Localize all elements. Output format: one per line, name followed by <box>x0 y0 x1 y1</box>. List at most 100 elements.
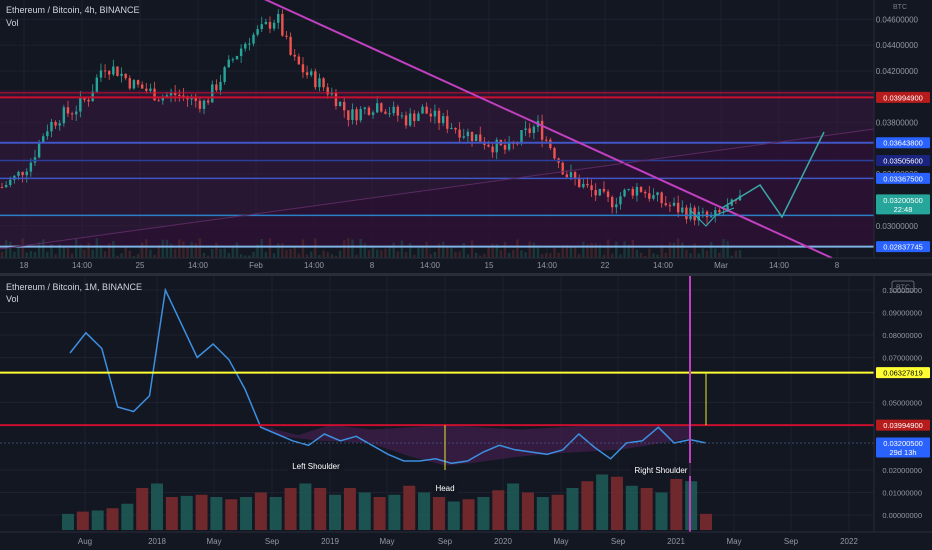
bottom-volume-bar-5 <box>136 488 149 530</box>
candle-body-148 <box>610 197 614 208</box>
candle-body-132 <box>545 139 548 141</box>
volume-bar-64 <box>264 252 268 258</box>
volume-bar-72 <box>297 253 301 258</box>
candle-body-41 <box>169 92 173 96</box>
volume-bar-9 <box>37 242 41 258</box>
volume-bar-3 <box>13 251 16 258</box>
bottom-title: Ethereum / Bitcoin, 1M, BINANCE <box>6 282 142 292</box>
top-x-tick-8: 15 <box>485 261 494 270</box>
candle-body-146 <box>602 188 606 192</box>
volume-bar-85 <box>351 239 354 258</box>
volume-bar-2 <box>9 241 12 258</box>
volume-bar-102 <box>421 247 424 258</box>
candle-body-35 <box>145 88 148 91</box>
volume-bar-23 <box>95 238 99 258</box>
head-shoulders-zone <box>258 425 690 466</box>
volume-bar-153 <box>631 239 635 258</box>
top-currency-badge: BTC <box>893 4 907 11</box>
candle-body-101 <box>417 113 420 122</box>
bottom-x-tick-7: 2020 <box>494 537 512 546</box>
volume-bar-170 <box>701 248 705 258</box>
volume-bar-97 <box>400 240 404 258</box>
candle-body-136 <box>561 162 564 175</box>
volume-bar-0 <box>0 251 4 258</box>
bottom-tag-1: 0.03994900 <box>883 421 923 430</box>
top-y-tick-5: 0.03000000 <box>876 222 919 231</box>
candle-body-96 <box>396 106 399 116</box>
bottom-line-series <box>69 287 707 465</box>
volume-bar-43 <box>178 239 181 258</box>
volume-bar-145 <box>598 244 602 258</box>
top-drawings <box>0 0 875 259</box>
candle-body-98 <box>404 115 408 126</box>
candle-body-160 <box>660 192 663 204</box>
left-shoulder-bg <box>288 459 344 472</box>
bottom-volume-bar-11 <box>225 499 238 530</box>
bottom-x-tick-5: May <box>379 537 394 546</box>
bottom-x-tick-13: 2022 <box>840 537 858 546</box>
candle-body-100 <box>413 113 416 122</box>
bottom-x-tick-6: Sep <box>438 537 453 546</box>
candle-body-61 <box>252 34 255 44</box>
volume-bar-50 <box>206 255 210 258</box>
candle-body-167 <box>689 207 692 220</box>
bottom-zones <box>258 425 690 466</box>
bottom-volume-bar-0 <box>62 513 74 530</box>
candle-body-0 <box>0 187 4 189</box>
bottom-volume-bar-37 <box>610 476 623 530</box>
panel-divider[interactable] <box>0 273 932 276</box>
bottom-x-tick-11: May <box>726 537 741 546</box>
candle-body-122 <box>503 145 507 150</box>
volume-bar-129 <box>532 242 536 258</box>
descending-trendline <box>263 0 833 259</box>
candle-body-42 <box>173 92 177 95</box>
candle-body-10 <box>42 136 45 143</box>
candle-body-156 <box>643 191 647 194</box>
volume-bar-159 <box>656 254 659 258</box>
candle-body-140 <box>578 178 581 188</box>
bottom-y-tick-7: 0.01000000 <box>882 489 922 498</box>
candle-body-89 <box>367 107 371 115</box>
volume-bar-120 <box>495 244 498 258</box>
candle-body-165 <box>681 207 684 213</box>
candle-body-162 <box>668 205 672 207</box>
volume-bar-37 <box>153 254 156 258</box>
volume-bar-44 <box>182 241 185 258</box>
volume-bar-26 <box>107 243 111 258</box>
candle-body-111 <box>458 129 461 138</box>
volume-bar-56 <box>231 246 235 258</box>
volume-bar-84 <box>347 238 350 258</box>
candle-body-21 <box>87 99 90 102</box>
candle-body-105 <box>433 110 437 117</box>
candle-body-78 <box>322 78 325 88</box>
top-tag-bg-4 <box>876 194 930 215</box>
volume-bar-10 <box>42 239 45 258</box>
bottom-currency-badge-box <box>891 280 915 293</box>
bottom-volume-bar-8 <box>180 495 193 530</box>
volume-bar-110 <box>454 251 457 258</box>
volume-bar-51 <box>211 248 214 258</box>
candle-body-106 <box>437 110 441 124</box>
top-x-tick-1: 14:00 <box>72 261 93 270</box>
volume-bar-131 <box>540 253 544 258</box>
candle-body-55 <box>227 59 230 68</box>
volume-bar-146 <box>602 254 606 258</box>
candle-body-87 <box>359 108 362 121</box>
top-x-tick-4: Feb <box>249 261 263 270</box>
candle-body-154 <box>635 187 639 196</box>
candle-body-64 <box>264 21 268 25</box>
volume-bar-150 <box>619 254 622 258</box>
top-x-tick-5: 14:00 <box>304 261 325 270</box>
top-tag-bg-3 <box>876 172 930 184</box>
volume-bar-92 <box>380 250 383 258</box>
bottom-volume-bar-4 <box>121 503 134 530</box>
candle-body-66 <box>272 22 276 29</box>
volume-bar-38 <box>157 245 160 258</box>
volume-bar-86 <box>355 254 358 258</box>
candle-body-38 <box>157 100 160 102</box>
candle-body-109 <box>450 127 453 129</box>
bottom-vol-label: Vol <box>6 294 19 304</box>
candle-body-171 <box>705 211 709 218</box>
volume-bar-6 <box>25 252 28 258</box>
